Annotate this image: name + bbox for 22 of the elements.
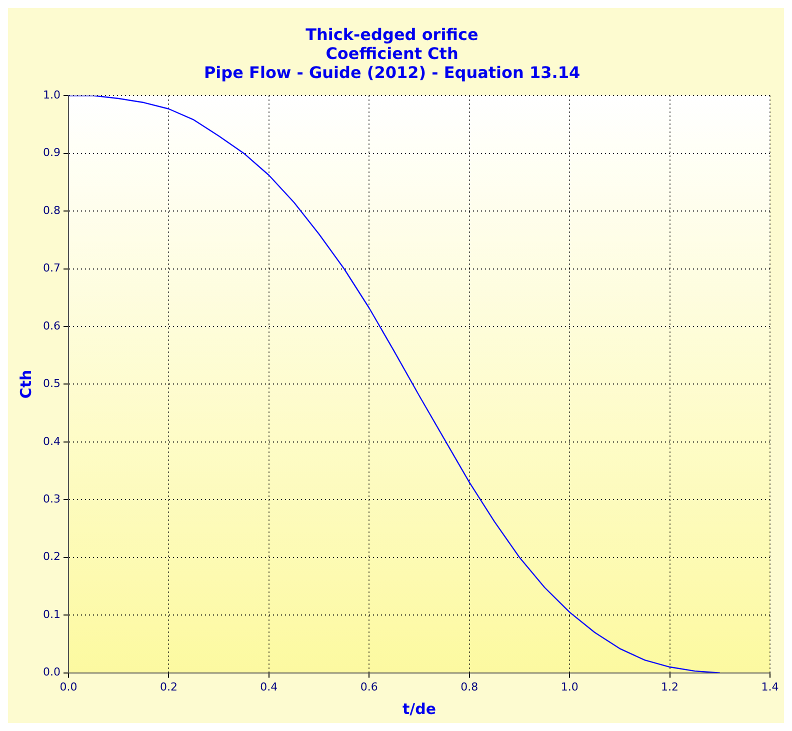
x-tick-label: 0.6 — [360, 680, 378, 694]
y-tick-label: 1.0 — [42, 88, 60, 102]
y-tick-label: 0.8 — [42, 204, 60, 217]
x-tick-label: 0.8 — [460, 680, 478, 694]
x-tick-label: 1.2 — [661, 680, 679, 694]
y-tick-label: 0.5 — [42, 377, 60, 390]
x-axis-title: t/de — [402, 700, 436, 718]
x-tick-label: 1.0 — [560, 680, 578, 694]
x-tick-label: 1.4 — [761, 680, 779, 694]
y-axis-title: Cth — [16, 370, 35, 399]
y-tick-label: 0.9 — [42, 146, 60, 160]
x-tick-label: 0.0 — [60, 680, 78, 694]
y-tick-label: 0.2 — [42, 550, 60, 564]
y-tick-label: 0.1 — [42, 608, 60, 621]
chart-title: Thick-edged orifice Coefficient Cth Pipe Flow - Guide (2012) - Equation 13.14 — [204, 24, 580, 82]
x-tick-label: 0.4 — [260, 680, 278, 694]
y-tick-label: 0.3 — [42, 492, 60, 506]
x-tick-label: 0.2 — [160, 680, 178, 694]
y-tick-label: 0.7 — [42, 262, 60, 275]
y-tick-label: 0.4 — [42, 434, 60, 448]
y-tick-label: 0.6 — [42, 319, 60, 332]
y-tick-label: 0.0 — [42, 666, 60, 679]
